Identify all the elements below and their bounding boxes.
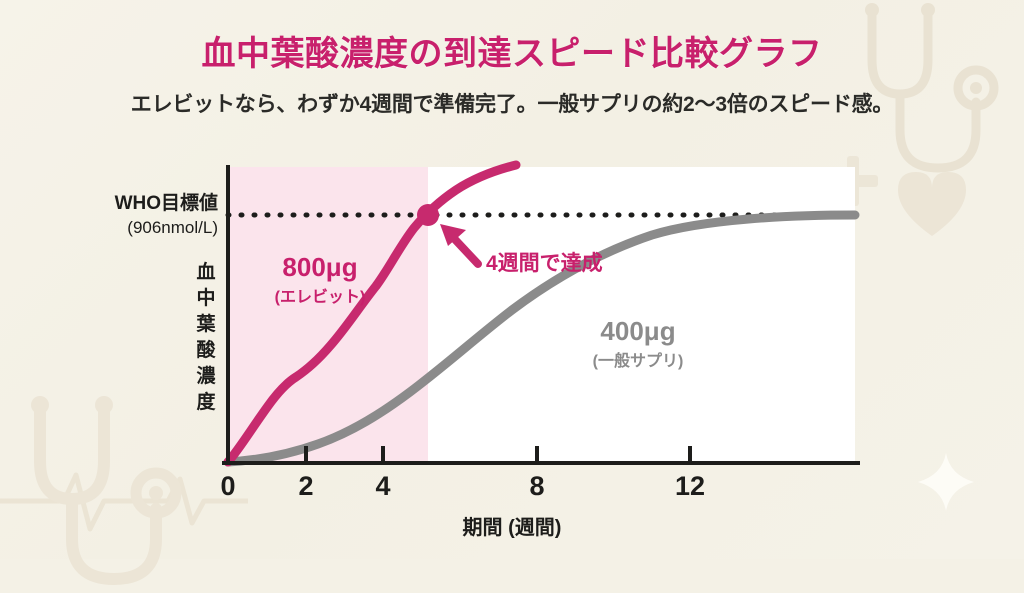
series-label-800ug-sub: (エレビット) bbox=[275, 288, 366, 306]
y-axis-char: 度 bbox=[196, 390, 216, 413]
achievement-marker-4-weeks bbox=[417, 204, 439, 226]
y-axis-char: 中 bbox=[196, 286, 215, 309]
annotation-label: 4週間で達成 bbox=[486, 251, 603, 275]
x-tick-label: 12 bbox=[675, 471, 705, 501]
page-subtitle: エレビットなら、わずか4週間で準備完了。一般サプリの約2〜3倍のスピード感。 bbox=[130, 93, 894, 116]
arrow-up-left-icon bbox=[440, 224, 482, 268]
y-axis-char: 濃 bbox=[196, 365, 216, 387]
series-label-800ug-main: 800μg bbox=[282, 252, 357, 282]
who-threshold-label: WHO目標値 bbox=[115, 191, 218, 214]
page-title: 血中葉酸濃度の到達スピード比較グラフ bbox=[201, 35, 823, 73]
folate-speed-comparison-chart: WHO目標値 (906nmol/L) 血 中 葉 酸 濃 度 4週 bbox=[115, 160, 860, 539]
x-axis-title: 期間 (週間) bbox=[463, 516, 562, 539]
x-tick-label: 2 bbox=[298, 471, 313, 501]
series-line-800ug bbox=[223, 160, 521, 467]
y-axis-char: 血 bbox=[196, 260, 215, 283]
chart-container: WHO目標値 (906nmol/L) 血 中 葉 酸 濃 度 4週 bbox=[0, 130, 1024, 559]
y-axis-char: 酸 bbox=[196, 338, 216, 361]
x-tick-label: 4 bbox=[375, 471, 390, 501]
x-axis-ticks bbox=[226, 446, 692, 463]
x-tick-label: 8 bbox=[529, 471, 544, 501]
series-label-400ug-sub: (一般サプリ) bbox=[593, 351, 684, 370]
series-label-400ug-main: 400μg bbox=[600, 316, 675, 346]
y-axis-char: 葉 bbox=[195, 313, 216, 335]
who-threshold-value: (906nmol/L) bbox=[127, 218, 218, 237]
y-axis-title: 血 中 葉 酸 濃 度 bbox=[195, 260, 216, 413]
x-tick-label: 0 bbox=[220, 471, 235, 501]
series-line-400ug bbox=[223, 210, 860, 467]
